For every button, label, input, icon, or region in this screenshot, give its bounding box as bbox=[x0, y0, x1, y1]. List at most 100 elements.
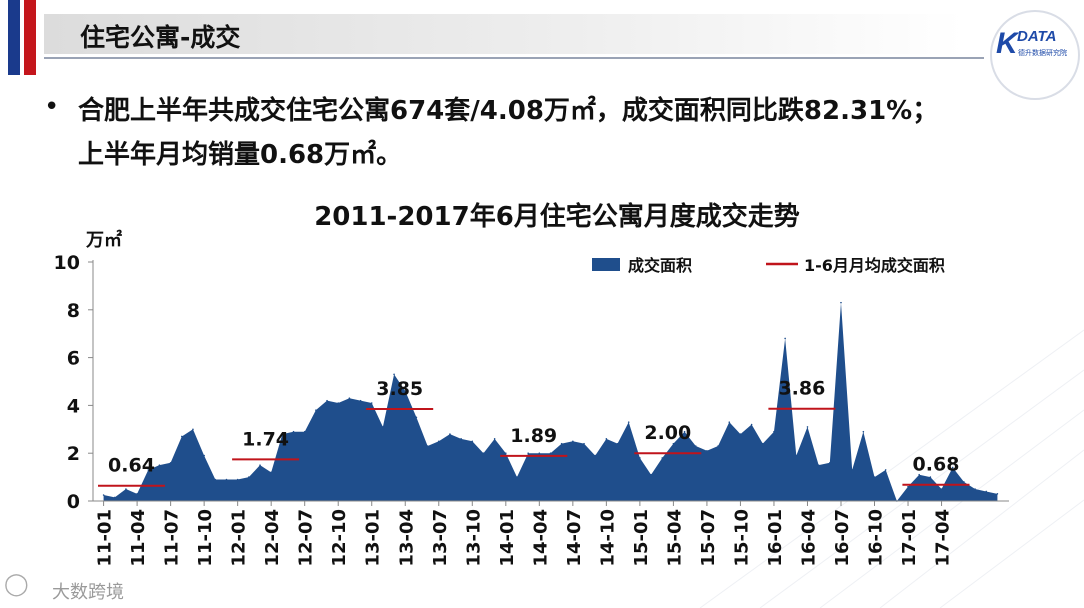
data-point bbox=[147, 469, 150, 471]
x-tick-label: 16-01 bbox=[765, 509, 786, 567]
data-point bbox=[370, 402, 373, 404]
chart-legend: 成交面积 1-6月月均成交面积 bbox=[592, 256, 945, 275]
summary-line-1: 合肥上半年共成交住宅公寓674套/4.08万㎡，成交面积同比跌82.31%； bbox=[78, 96, 939, 126]
data-point bbox=[572, 440, 574, 443]
data-point bbox=[382, 426, 384, 428]
data-point bbox=[203, 454, 205, 457]
chart-title: 2011-2017年6月住宅公寓月度成交走势 bbox=[314, 202, 800, 232]
average-label-2011: 0.64 bbox=[108, 455, 155, 477]
x-tick-label: 11-10 bbox=[195, 509, 216, 567]
data-point bbox=[538, 452, 541, 455]
data-point bbox=[214, 478, 217, 481]
header-divider bbox=[44, 57, 984, 59]
average-label-2014: 1.89 bbox=[510, 425, 557, 447]
data-point bbox=[359, 399, 362, 402]
y-tick-label: 6 bbox=[67, 348, 80, 370]
data-point bbox=[426, 445, 429, 447]
data-point bbox=[516, 476, 518, 478]
x-tick-label: 15-04 bbox=[664, 509, 685, 567]
data-point bbox=[761, 442, 764, 445]
data-point bbox=[236, 478, 239, 481]
x-tick-label: 13-01 bbox=[363, 509, 384, 567]
data-point bbox=[672, 442, 675, 445]
average-label-2013: 3.85 bbox=[376, 378, 423, 400]
data-point bbox=[594, 454, 596, 457]
data-point bbox=[884, 469, 887, 471]
data-point bbox=[583, 442, 585, 445]
average-label-2017: 0.68 bbox=[913, 454, 960, 476]
x-tick-label: 12-01 bbox=[229, 509, 250, 567]
data-point bbox=[829, 461, 831, 464]
data-point bbox=[639, 457, 641, 459]
data-point bbox=[315, 409, 317, 411]
data-point bbox=[907, 485, 909, 488]
x-tick-label: 16-04 bbox=[799, 509, 820, 567]
data-point bbox=[181, 435, 183, 438]
logo-mark-icon: K bbox=[996, 27, 1018, 60]
data-point bbox=[650, 473, 652, 476]
data-point bbox=[616, 442, 619, 445]
y-tick-label: 0 bbox=[67, 491, 80, 513]
y-tick-label: 8 bbox=[67, 300, 80, 322]
x-tick-label: 14-01 bbox=[497, 509, 518, 567]
summary-line-2: 上半年月均销量0.68万㎡。 bbox=[78, 140, 403, 170]
data-point bbox=[393, 373, 395, 376]
series-area-成交面积 bbox=[103, 302, 998, 501]
y-tick-label: 4 bbox=[67, 395, 80, 417]
x-tick-label: 16-10 bbox=[866, 509, 887, 567]
data-point bbox=[292, 430, 295, 433]
data-point bbox=[694, 445, 697, 447]
data-point bbox=[303, 430, 306, 433]
data-point bbox=[985, 490, 988, 493]
data-point bbox=[527, 452, 529, 455]
average-label-2015: 2.00 bbox=[644, 422, 691, 444]
data-point bbox=[471, 440, 474, 443]
data-point bbox=[940, 488, 943, 490]
bullet-icon: • bbox=[44, 92, 60, 122]
data-point bbox=[929, 476, 932, 478]
data-point bbox=[784, 337, 786, 340]
data-point bbox=[449, 433, 451, 435]
average-label-2012: 1.74 bbox=[242, 428, 289, 450]
data-point bbox=[136, 493, 138, 495]
y-axis-unit-label: 万㎡ bbox=[85, 229, 122, 251]
x-tick-label: 12-10 bbox=[329, 509, 350, 567]
header-band bbox=[44, 14, 964, 54]
data-point bbox=[549, 452, 552, 455]
data-point bbox=[750, 423, 753, 426]
data-point bbox=[326, 399, 328, 402]
watermark-text: 大数跨境 bbox=[52, 582, 124, 603]
data-point bbox=[706, 450, 708, 452]
data-point bbox=[493, 438, 496, 440]
x-tick-label: 13-04 bbox=[396, 509, 417, 567]
x-tick-label: 11-04 bbox=[128, 509, 149, 567]
data-point bbox=[113, 496, 116, 499]
data-point bbox=[862, 430, 865, 433]
data-point bbox=[248, 476, 250, 478]
data-point bbox=[404, 390, 407, 392]
data-point bbox=[460, 438, 462, 440]
data-point bbox=[717, 445, 719, 447]
data-point bbox=[281, 433, 284, 435]
data-point bbox=[795, 454, 798, 457]
data-point bbox=[661, 457, 664, 459]
data-point bbox=[739, 433, 742, 435]
y-tick-label: 10 bbox=[54, 252, 80, 274]
legend-swatch-area bbox=[592, 258, 620, 271]
x-tick-label: 11-07 bbox=[162, 509, 183, 567]
data-point bbox=[560, 442, 563, 445]
data-point bbox=[817, 464, 820, 466]
header-flag-blue bbox=[8, 0, 20, 75]
data-point bbox=[482, 452, 485, 455]
data-point bbox=[259, 464, 261, 466]
data-point bbox=[337, 402, 340, 404]
x-tick-label: 13-10 bbox=[463, 509, 484, 567]
x-tick-label: 13-07 bbox=[430, 509, 451, 567]
x-tick-label: 17-04 bbox=[933, 509, 954, 567]
data-point bbox=[996, 493, 999, 495]
legend-label-average: 1-6月月均成交面积 bbox=[804, 256, 945, 275]
data-point bbox=[773, 430, 775, 433]
y-tick-label: 2 bbox=[67, 443, 80, 465]
company-logo bbox=[990, 10, 1080, 100]
